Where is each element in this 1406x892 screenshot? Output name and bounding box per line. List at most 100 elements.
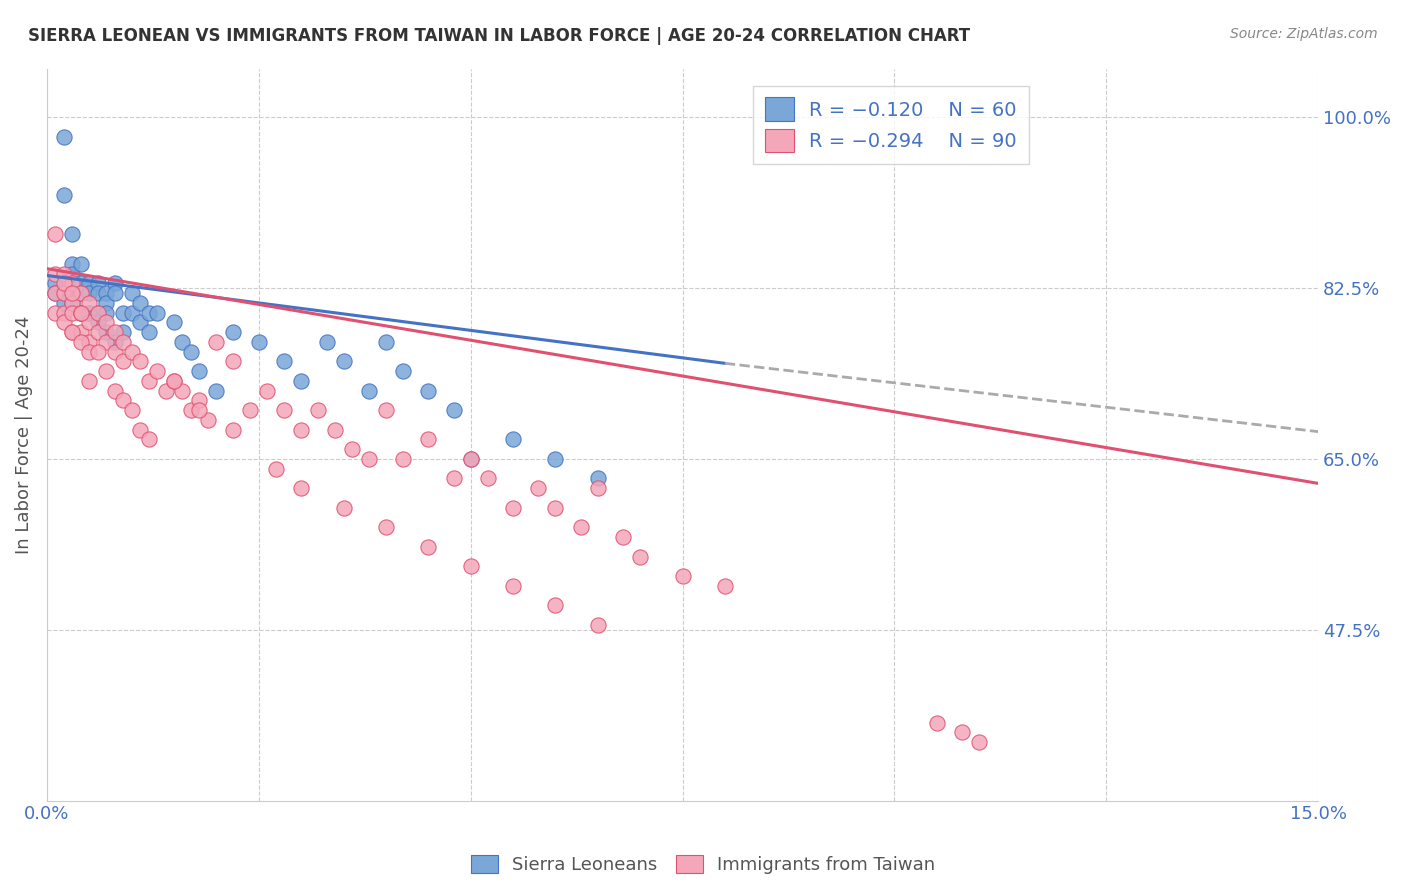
Point (443, 471, 465, 485)
Point (60, 305, 83, 319)
Point (307, 403, 329, 417)
Point (950, 725, 973, 739)
Point (925, 715, 948, 730)
Legend: Sierra Leoneans, Immigrants from Taiwan: Sierra Leoneans, Immigrants from Taiwan (461, 846, 945, 883)
Point (77, 286, 100, 301)
Point (96, 305, 118, 319)
Point (104, 325, 127, 339)
Point (77, 277, 100, 291)
Point (340, 442, 363, 457)
Point (104, 277, 127, 291)
Point (357, 384, 380, 398)
Point (52, 295, 75, 310)
Point (69, 305, 91, 319)
Point (374, 334, 396, 349)
Point (502, 500, 524, 515)
Point (60, 277, 83, 291)
Point (967, 735, 990, 749)
Point (77, 295, 100, 310)
Point (418, 433, 440, 447)
Point (502, 433, 524, 447)
Point (197, 413, 219, 427)
Point (52, 305, 75, 319)
Point (180, 344, 202, 359)
Point (628, 549, 651, 564)
Point (129, 295, 152, 310)
Text: Source: ZipAtlas.com: Source: ZipAtlas.com (1230, 27, 1378, 41)
Point (52, 286, 75, 301)
Point (290, 481, 312, 495)
Point (121, 286, 143, 301)
Point (222, 325, 245, 339)
Point (138, 374, 160, 388)
Point (273, 403, 295, 417)
Point (104, 286, 127, 301)
Point (172, 334, 194, 349)
Point (60, 267, 83, 281)
Point (52, 188, 75, 202)
Point (112, 354, 135, 368)
Point (77, 315, 100, 329)
Point (544, 452, 567, 467)
Point (112, 305, 135, 319)
Point (315, 334, 337, 349)
Point (188, 393, 211, 408)
Point (121, 305, 143, 319)
Point (155, 384, 177, 398)
Point (77, 334, 100, 349)
Point (77, 374, 100, 388)
Point (69, 305, 91, 319)
Point (44, 286, 66, 301)
Point (44, 305, 66, 319)
Point (138, 325, 160, 339)
Point (44, 277, 66, 291)
Point (69, 334, 91, 349)
Point (205, 334, 228, 349)
Point (586, 481, 609, 495)
Point (374, 403, 396, 417)
Point (87, 315, 110, 329)
Point (52, 315, 75, 329)
Point (87, 305, 110, 319)
Point (77, 305, 100, 319)
Point (222, 354, 245, 368)
Point (586, 618, 609, 632)
Point (112, 325, 135, 339)
Point (96, 334, 118, 349)
Point (60, 257, 83, 271)
Point (96, 315, 118, 329)
Point (418, 384, 440, 398)
Point (392, 364, 415, 378)
Point (714, 579, 737, 593)
Point (60, 286, 83, 301)
Point (612, 530, 634, 544)
Point (188, 364, 211, 378)
Point (477, 471, 499, 485)
Point (163, 315, 186, 329)
Point (104, 334, 127, 349)
Point (392, 452, 415, 467)
Point (247, 334, 270, 349)
Point (239, 403, 262, 417)
Point (69, 286, 91, 301)
Point (87, 305, 110, 319)
Point (60, 325, 83, 339)
Point (60, 227, 83, 242)
Point (77, 344, 100, 359)
Point (357, 452, 380, 467)
Legend: R = −0.120    N = 60, R = −0.294    N = 90: R = −0.120 N = 60, R = −0.294 N = 90 (754, 86, 1029, 164)
Point (527, 481, 550, 495)
Point (60, 286, 83, 301)
Point (87, 277, 110, 291)
Point (323, 423, 346, 437)
Point (264, 461, 287, 475)
Point (96, 364, 118, 378)
Point (129, 423, 152, 437)
Point (460, 452, 482, 467)
Point (418, 540, 440, 554)
Point (52, 129, 75, 144)
Point (671, 569, 693, 583)
Point (52, 267, 75, 281)
Point (172, 384, 194, 398)
Point (87, 286, 110, 301)
